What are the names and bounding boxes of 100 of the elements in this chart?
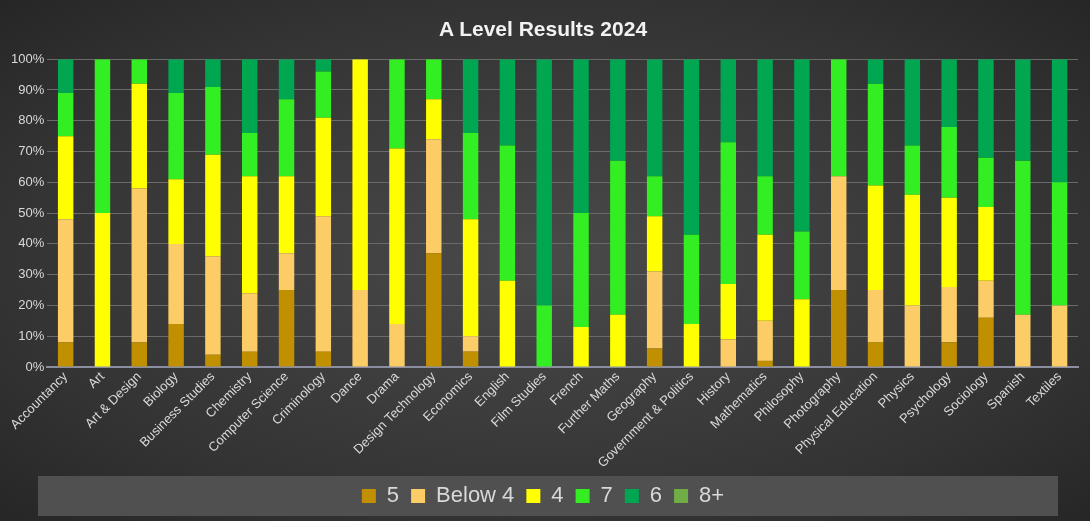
y-tick-label: 50%	[18, 204, 45, 220]
bar	[278, 176, 295, 254]
bar	[757, 59, 773, 177]
bar	[462, 133, 479, 220]
legend-label: 7	[600, 482, 613, 508]
bar	[315, 117, 332, 217]
bar	[757, 176, 773, 235]
bar	[867, 59, 884, 84]
bar	[646, 271, 663, 349]
bar	[241, 133, 258, 177]
bar	[941, 59, 957, 127]
legend-label: 8+	[699, 482, 725, 508]
bar	[352, 59, 368, 291]
bar	[389, 59, 405, 149]
bar	[499, 280, 516, 367]
bar	[57, 219, 74, 343]
bar	[646, 59, 663, 177]
bar	[462, 59, 479, 134]
bar	[462, 351, 479, 367]
bar	[867, 185, 884, 291]
bar	[573, 213, 589, 328]
bar	[904, 194, 921, 306]
bar	[573, 327, 589, 367]
bar	[941, 197, 957, 287]
bar	[315, 59, 332, 72]
bar	[315, 71, 332, 118]
bar	[426, 99, 442, 140]
bar	[241, 351, 258, 367]
bar	[830, 290, 847, 367]
y-tick-label: 10%	[18, 327, 45, 343]
bar	[278, 59, 295, 100]
bar	[830, 176, 847, 291]
bar	[757, 320, 773, 361]
bar	[168, 59, 184, 94]
legend-label: 5	[386, 482, 400, 508]
bar	[794, 59, 810, 232]
bar	[904, 59, 921, 146]
bar	[1015, 160, 1031, 315]
bar	[1015, 314, 1031, 367]
bar	[57, 342, 74, 367]
bar	[426, 253, 442, 367]
bar	[278, 99, 295, 177]
bar	[720, 59, 737, 143]
bar	[57, 136, 74, 220]
bar	[389, 323, 405, 367]
bar	[205, 256, 221, 355]
bar	[536, 59, 552, 306]
bar	[241, 293, 258, 352]
bar	[57, 59, 74, 94]
bar	[315, 216, 332, 352]
bar	[904, 305, 921, 367]
bar	[499, 145, 516, 281]
bar	[610, 314, 626, 367]
bar	[499, 59, 516, 146]
bar	[131, 188, 148, 343]
y-tick-label: 40%	[18, 235, 45, 251]
bar	[646, 348, 663, 367]
bar	[978, 157, 994, 207]
bar	[168, 179, 184, 244]
bar	[610, 59, 626, 161]
bar	[241, 59, 258, 134]
bar	[683, 323, 700, 367]
bar	[720, 142, 737, 284]
legend-label: 6	[649, 482, 663, 508]
bar	[683, 59, 700, 235]
bar	[646, 216, 663, 272]
bar	[1051, 182, 1068, 306]
y-tick-label: 20%	[18, 297, 45, 313]
bar	[867, 83, 884, 186]
bar	[389, 148, 405, 324]
bar	[941, 126, 957, 198]
y-tick-label: 0%	[25, 358, 45, 374]
bar	[315, 351, 332, 367]
bar	[278, 290, 295, 367]
bar	[610, 160, 626, 315]
bar	[757, 234, 773, 321]
bar	[720, 283, 737, 340]
bar	[241, 176, 258, 294]
bar	[131, 342, 148, 367]
bar	[426, 59, 442, 100]
bar	[462, 336, 479, 352]
bar	[205, 354, 221, 367]
bar	[720, 339, 737, 367]
legend-label: 4	[551, 482, 564, 508]
bar	[941, 287, 957, 343]
y-tick-label: 30%	[18, 266, 45, 282]
bar	[352, 290, 368, 367]
bar	[867, 342, 884, 367]
chart-title: A Level Results 2024	[438, 17, 648, 41]
bar	[131, 83, 148, 189]
bar	[646, 176, 663, 217]
bar	[462, 219, 479, 337]
bar	[794, 299, 810, 367]
bar	[94, 213, 111, 367]
bar	[94, 59, 111, 214]
x-tick-label: Art	[84, 368, 108, 391]
bar	[168, 93, 184, 180]
y-tick-label: 70%	[18, 143, 45, 159]
legend-label: Below 4	[436, 482, 515, 508]
bar	[536, 305, 552, 367]
